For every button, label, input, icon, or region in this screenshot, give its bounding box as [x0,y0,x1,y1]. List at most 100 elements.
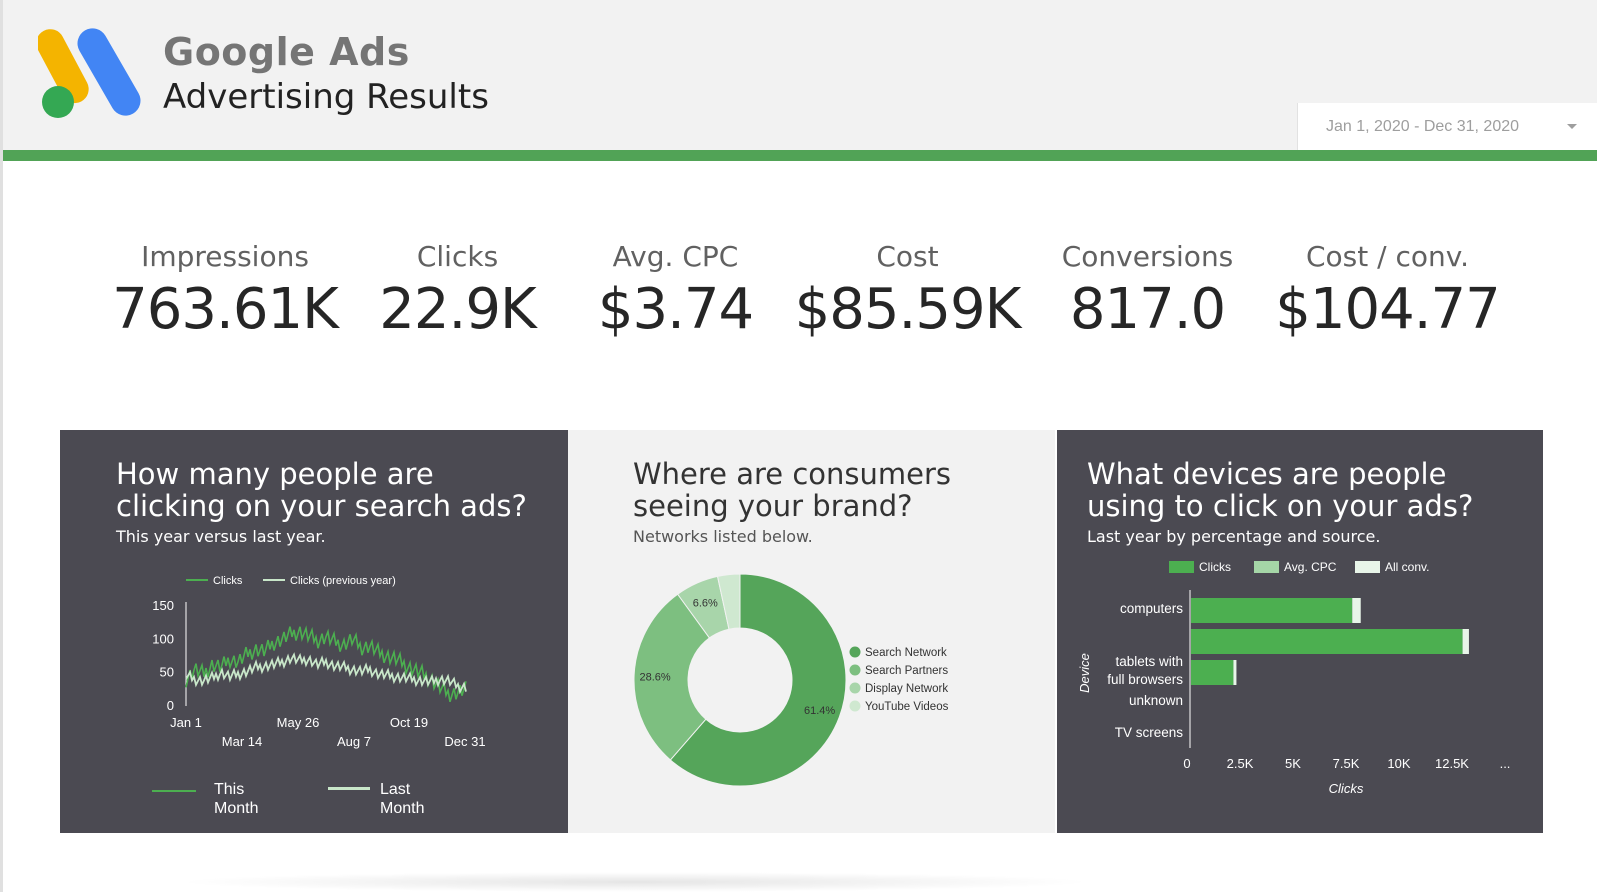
legend-label: This Month [214,781,259,817]
donut-slice[interactable] [669,573,847,787]
legend-dot [849,664,861,676]
kpi-value: 22.9K [379,277,536,342]
x-tick-label: 12.5K [1435,756,1469,771]
legend-label: YouTube Videos [865,701,949,713]
slice-label: 61.4% [804,705,835,717]
legend-label: Avg. CPC [1284,560,1337,574]
panel-subtitle: This year versus last year. [116,527,326,546]
legend-line-swatch [152,790,196,792]
devices-panel: What devices are people using to click o… [1057,430,1543,833]
legend-label: Clicks [213,575,243,587]
legend-label: Search Network [865,647,947,659]
legend-swatch [1169,561,1194,573]
panel-subtitle: Last year by percentage and source. [1087,527,1381,546]
kpi-cost-per-conv: Cost / conv. $104.77 [1265,240,1510,342]
donut-slice[interactable] [716,573,741,630]
x-tick-label: Jan 1 [170,715,202,730]
legend-label: Clicks [1199,560,1231,574]
x-tick-label: May 26 [277,715,320,730]
x-tick-label: Mar 14 [222,734,262,749]
networks-panel: Where are consumers seeing your brand? N… [568,430,1055,833]
bottom-shadow [175,872,1095,892]
y-axis-title: Device [1077,653,1092,693]
panel-title-line: using to click on your ads? [1087,489,1474,523]
panel-title-line: clicking on your search ads? [116,489,527,523]
chevron-down-icon[interactable] [1567,124,1577,129]
kpi-value: $3.74 [597,277,754,342]
date-range-value: Jan 1, 2020 - Dec 31, 2020 [1326,117,1520,135]
legend-line-swatch [328,787,370,790]
networks-donut-chart[interactable]: 61.4% 28.6% 6.6% Search Network Search Part… [568,430,1055,833]
legend-label: All conv. [1385,560,1429,574]
x-tick-label: ... [1500,756,1511,771]
y-tick-label: 100 [152,631,174,646]
legend-label: Search Partners [865,665,948,677]
panel-title-line: What devices are people [1087,457,1447,491]
x-tick-label: Dec 31 [444,734,485,749]
slice-label: 6.6% [693,597,718,609]
x-tick-label: 5K [1285,756,1301,771]
panel-title-line: How many people are [116,457,434,491]
kpi-label: Cost / conv. [1305,240,1470,273]
kpi-clicks: Clicks 22.9K [365,240,550,342]
bar-all-conv[interactable] [1352,598,1361,623]
y-tick-label: 0 [167,698,174,713]
series-line [185,625,467,703]
x-tick-label: 0 [1183,756,1190,771]
header-divider [3,150,1597,161]
x-tick-label: 7.5K [1333,756,1360,771]
legend-label: Last Month [380,781,425,817]
kpi-avg-cpc: Avg. CPC $3.74 [583,240,768,342]
google-ads-logo-icon [38,28,141,118]
panel-subtitle: Networks listed below. [633,527,813,546]
category-label: computers [1120,601,1183,616]
category-label: full browsers [1107,672,1183,687]
panel-title: How many people are clicking on your sea… [116,458,527,522]
bar-clicks[interactable] [1191,629,1463,654]
devices-bar-chart[interactable]: Clicks Avg. CPC All conv. computers tablets… [1057,430,1543,833]
panel-title: What devices are people using to click o… [1087,458,1473,522]
kpi-value: $85.59K [794,277,1022,342]
legend-dot [849,682,861,694]
bar-all-conv[interactable] [1233,660,1237,685]
kpi-label: Cost [876,240,939,273]
bar-clicks[interactable] [1191,660,1234,685]
clicks-line-chart[interactable]: Clicks Clicks (previous year) 0 50 100 150 Ja… [60,430,568,833]
panel-title-line: seeing your brand? [633,489,913,523]
panel-title: Where are consumers seeing your brand? [633,458,951,522]
kpi-value: $104.77 [1275,277,1501,342]
y-tick-label: 50 [160,665,174,680]
series-line [185,652,467,695]
kpi-label: Avg. CPC [612,240,739,273]
kpi-value: 817.0 [1069,277,1226,342]
legend-label: Clicks (previous year) [290,575,396,587]
date-range-picker[interactable]: Jan 1, 2020 - Dec 31, 2020 [1297,103,1597,150]
kpi-value: 763.61K [112,277,339,342]
kpi-impressions: Impressions 763.61K [105,240,345,342]
legend-swatch [1355,561,1380,573]
x-tick-label: Oct 19 [390,715,428,730]
legend-this-month: This Month [152,780,258,818]
legend-dot [849,700,861,712]
kpi-label: Impressions [141,240,309,273]
legend-swatch [1254,561,1279,573]
legend-dot [849,646,861,658]
x-axis-title: Clicks [1329,781,1364,796]
x-tick-label: Aug 7 [337,734,371,749]
page-title: Advertising Results [163,77,489,117]
brand-title: Google Ads [163,30,410,74]
category-label: unknown [1129,693,1183,708]
bar-clicks[interactable] [1191,598,1353,623]
y-tick-label: 150 [152,598,174,613]
bar-all-conv[interactable] [1462,629,1469,654]
x-tick-label: 2.5K [1227,756,1254,771]
kpi-label: Clicks [416,240,499,273]
x-tick-label: 10K [1387,756,1410,771]
kpi-label: Conversions [1061,240,1234,273]
donut-slice[interactable] [633,593,711,761]
category-label: tablets with [1115,654,1183,669]
category-label: TV screens [1115,725,1184,740]
legend-last-month: Last Month [328,780,424,818]
panel-title-line: Where are consumers [633,457,952,491]
kpi-conversions: Conversions 817.0 [1040,240,1255,342]
